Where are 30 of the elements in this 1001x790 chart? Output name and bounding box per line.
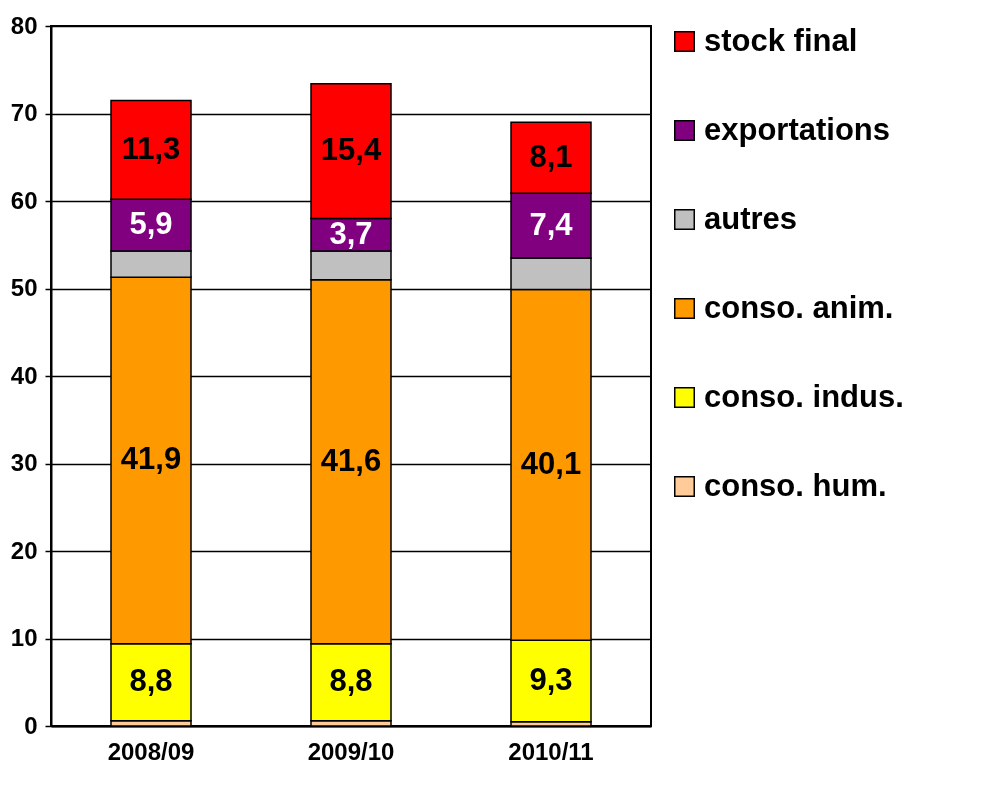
- data-label: 7,4: [529, 206, 574, 242]
- legend-label: autres: [704, 200, 798, 236]
- x-tick-label: 2010/11: [508, 737, 594, 765]
- y-tick-label: 70: [10, 99, 38, 126]
- legend-label: exportations: [704, 111, 891, 147]
- legend-label: conso. anim.: [704, 289, 894, 325]
- y-tick-label: 80: [10, 11, 38, 39]
- y-tick-label: 20: [10, 536, 38, 564]
- data-label: 11,3: [121, 130, 181, 166]
- y-tick-label: 60: [10, 186, 38, 214]
- data-label: 41,9: [120, 441, 182, 477]
- data-label: 5,9: [129, 206, 173, 242]
- data-label: 41,6: [320, 442, 382, 478]
- y-tick-label: 50: [10, 274, 38, 301]
- data-label: 8,8: [129, 663, 173, 699]
- y-tick-label: 10: [10, 624, 38, 651]
- data-label: 8,8: [329, 663, 373, 699]
- y-tick-label: 0: [24, 711, 38, 739]
- data-label: 9,3: [529, 661, 573, 697]
- x-tick-label: 2009/10: [307, 737, 395, 765]
- legend-label: conso. indus.: [704, 378, 904, 414]
- x-tick-label: 2008/09: [107, 737, 195, 765]
- y-tick-label: 40: [10, 361, 38, 389]
- legend-label: stock final: [704, 22, 858, 58]
- data-label: 40,1: [520, 445, 582, 481]
- data-label: 8,1: [529, 138, 573, 174]
- y-tick-label: 30: [10, 449, 38, 476]
- legend-label: conso. hum.: [704, 467, 887, 503]
- data-label: 3,7: [329, 215, 373, 251]
- data-label: 15,4: [320, 132, 382, 168]
